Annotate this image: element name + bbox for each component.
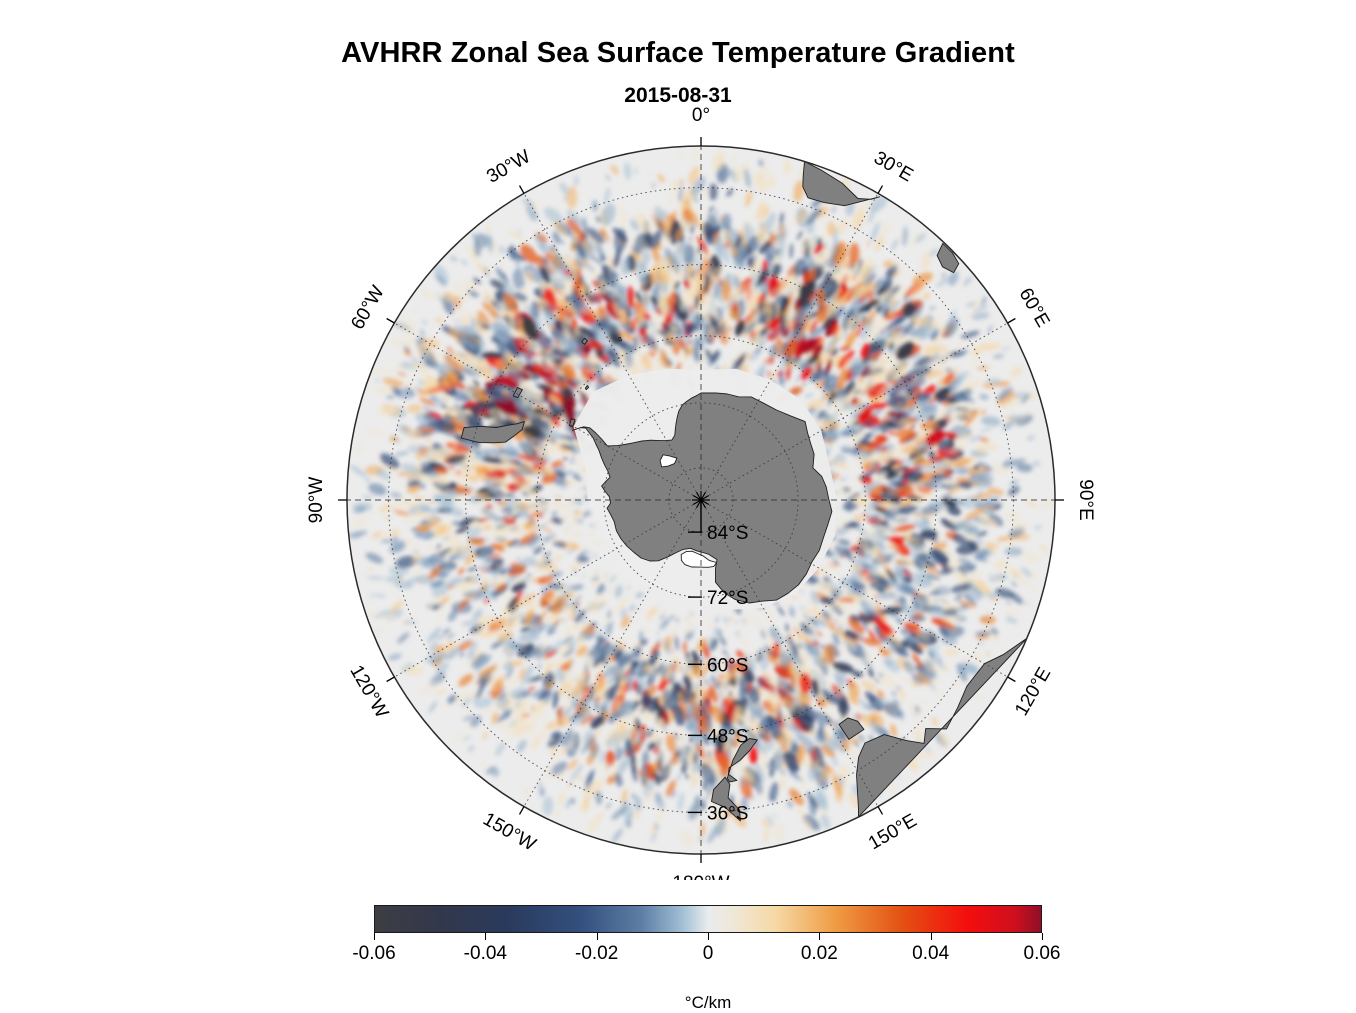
colorbar-tick-label-4: 0.02 bbox=[801, 943, 838, 965]
latitude-label-3: 48°S bbox=[707, 726, 748, 747]
polar-map-svg: 0° 30°E 60°E 90°E 120°E 150°E 180°W 150°W 120°W 9… bbox=[0, 0, 1356, 880]
colorbar-tick-label-1: -0.04 bbox=[464, 943, 507, 965]
longitude-label-7: 150°W bbox=[479, 809, 539, 856]
longitude-label-2: 60°E bbox=[1015, 285, 1054, 331]
longitude-label-11: 30°W bbox=[483, 146, 534, 188]
colorbar-tick-6 bbox=[1042, 933, 1043, 940]
colorbar-tick-3 bbox=[708, 933, 709, 940]
colorbar-tick-5 bbox=[931, 933, 932, 940]
longitude-label-4: 120°E bbox=[1011, 664, 1055, 720]
colorbar-tick-4 bbox=[819, 933, 820, 940]
colorbar-tick-0 bbox=[374, 933, 375, 940]
polar-map: 0° 30°E 60°E 90°E 120°E 150°E 180°W 150°W 120°W 9… bbox=[0, 0, 1356, 880]
longitude-label-10: 60°W bbox=[347, 282, 389, 333]
longitude-label-8: 120°W bbox=[345, 662, 392, 722]
latitude-label-4: 36°S bbox=[707, 803, 748, 824]
latitude-label-0: 84°S bbox=[707, 523, 748, 544]
colorbar-unit-label: °C/km bbox=[374, 993, 1042, 1013]
colorbar-tick-label-0: -0.06 bbox=[352, 943, 395, 965]
colorbar-tick-2 bbox=[597, 933, 598, 940]
longitude-label-6: 180°W bbox=[672, 873, 729, 880]
colorbar-tick-label-6: 0.06 bbox=[1024, 943, 1061, 965]
colorbar-tick-1 bbox=[485, 933, 486, 940]
longitude-label-1: 30°E bbox=[870, 148, 916, 187]
colorbar-tick-label-3: 0 bbox=[703, 943, 714, 965]
latitude-label-1: 72°S bbox=[707, 588, 748, 609]
colorbar-tick-label-5: 0.04 bbox=[912, 943, 949, 965]
colorbar-tickmarks bbox=[374, 933, 1042, 943]
colorbar-tick-label-2: -0.02 bbox=[575, 943, 618, 965]
longitude-label-5: 150°E bbox=[865, 810, 921, 854]
longitude-label-3: 90°E bbox=[1075, 479, 1096, 520]
colorbar-gradient bbox=[374, 905, 1042, 933]
longitude-label-9: 90°W bbox=[306, 477, 327, 524]
latitude-label-2: 60°S bbox=[707, 655, 748, 676]
longitude-label-0: 0° bbox=[692, 105, 710, 126]
